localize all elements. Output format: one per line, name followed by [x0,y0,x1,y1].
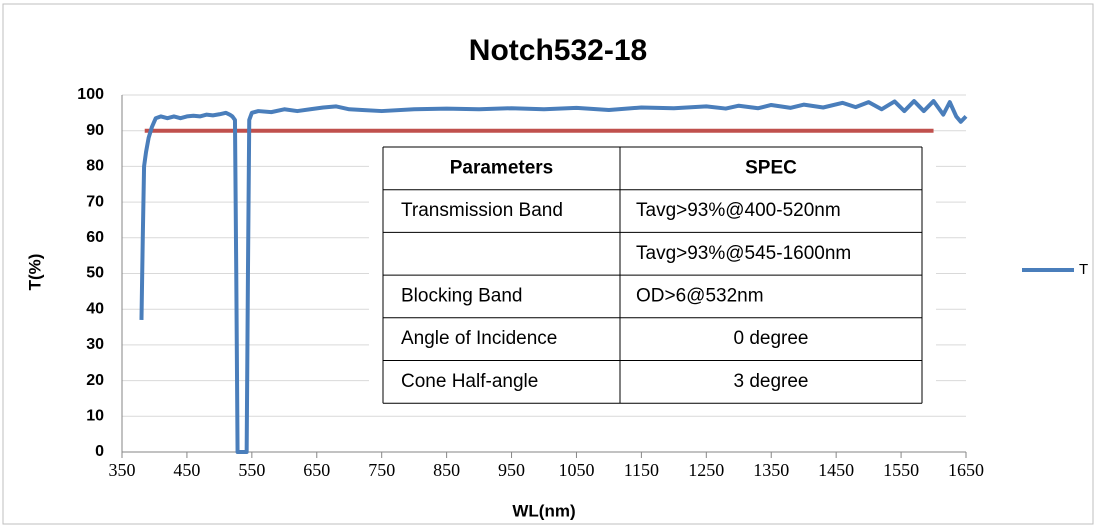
x-tick-label: 350 [109,460,136,480]
table-header: SPEC [745,157,797,178]
x-tick-label: 1450 [818,460,854,480]
y-tick-label: 40 [86,300,104,317]
x-tick-label: 750 [368,460,395,480]
x-tick-label: 1350 [753,460,789,480]
x-tick-label: 850 [433,460,460,480]
x-tick-label: 550 [238,460,265,480]
y-tick-label: 50 [86,265,104,282]
spec-table: Parameters SPEC Transmission Band Tavg>93%@… [369,139,936,414]
chart-title: Notch532-18 [469,34,647,67]
table-cell: 0 degree [733,328,808,349]
x-tick-label: 1150 [624,460,659,480]
x-tick-label: 1050 [558,460,594,480]
table-background [369,139,936,414]
x-tick-label: 650 [303,460,330,480]
table-cell: Tavg>93%@400-520nm [636,200,841,221]
x-tick-label: 950 [498,460,525,480]
x-tick-label: 1250 [688,460,724,480]
table-cell: Angle of Incidence [401,328,557,349]
table-cell: Blocking Band [401,285,522,306]
y-tick-label: 30 [86,336,104,353]
y-tick-label: 60 [86,229,104,246]
data-line [139,99,968,454]
table-cell: 3 degree [733,371,808,392]
table-header: Parameters [450,157,554,178]
x-axis-label: WL(nm) [512,501,575,520]
table-cell: Transmission Band [401,200,563,221]
y-tick-label: 0 [95,443,104,460]
y-tick-label: 90 [86,122,104,139]
y-tick-label: 20 [86,372,104,389]
y-tick-label: 10 [86,408,104,425]
x-tick-label: 1650 [948,460,984,480]
table-cell: Tavg>93%@545-1600nm [636,243,851,264]
legend-label: T [1079,261,1088,278]
x-tick-label: 450 [173,460,200,480]
table-cell: OD>6@532nm [636,285,764,306]
table-cell: Cone Half-angle [401,371,538,392]
x-tick-label: 1550 [883,460,919,480]
y-tick-label: 80 [86,158,104,175]
y-tick-label: 100 [77,86,104,103]
y-axis-label: T(%) [25,254,44,291]
y-tick-label: 70 [86,193,104,210]
